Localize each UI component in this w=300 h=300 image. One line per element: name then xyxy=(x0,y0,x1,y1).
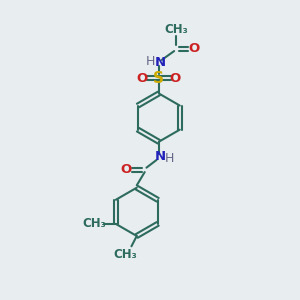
Text: O: O xyxy=(137,72,148,85)
Text: N: N xyxy=(154,150,166,163)
Text: H: H xyxy=(146,55,155,68)
Text: N: N xyxy=(154,56,166,69)
Text: CH₃: CH₃ xyxy=(82,217,106,230)
Text: S: S xyxy=(153,71,164,86)
Text: H: H xyxy=(165,152,174,165)
Text: CH₃: CH₃ xyxy=(114,248,137,261)
Text: O: O xyxy=(188,42,200,55)
Text: O: O xyxy=(170,72,181,85)
Text: CH₃: CH₃ xyxy=(164,23,188,36)
Text: O: O xyxy=(121,163,132,176)
